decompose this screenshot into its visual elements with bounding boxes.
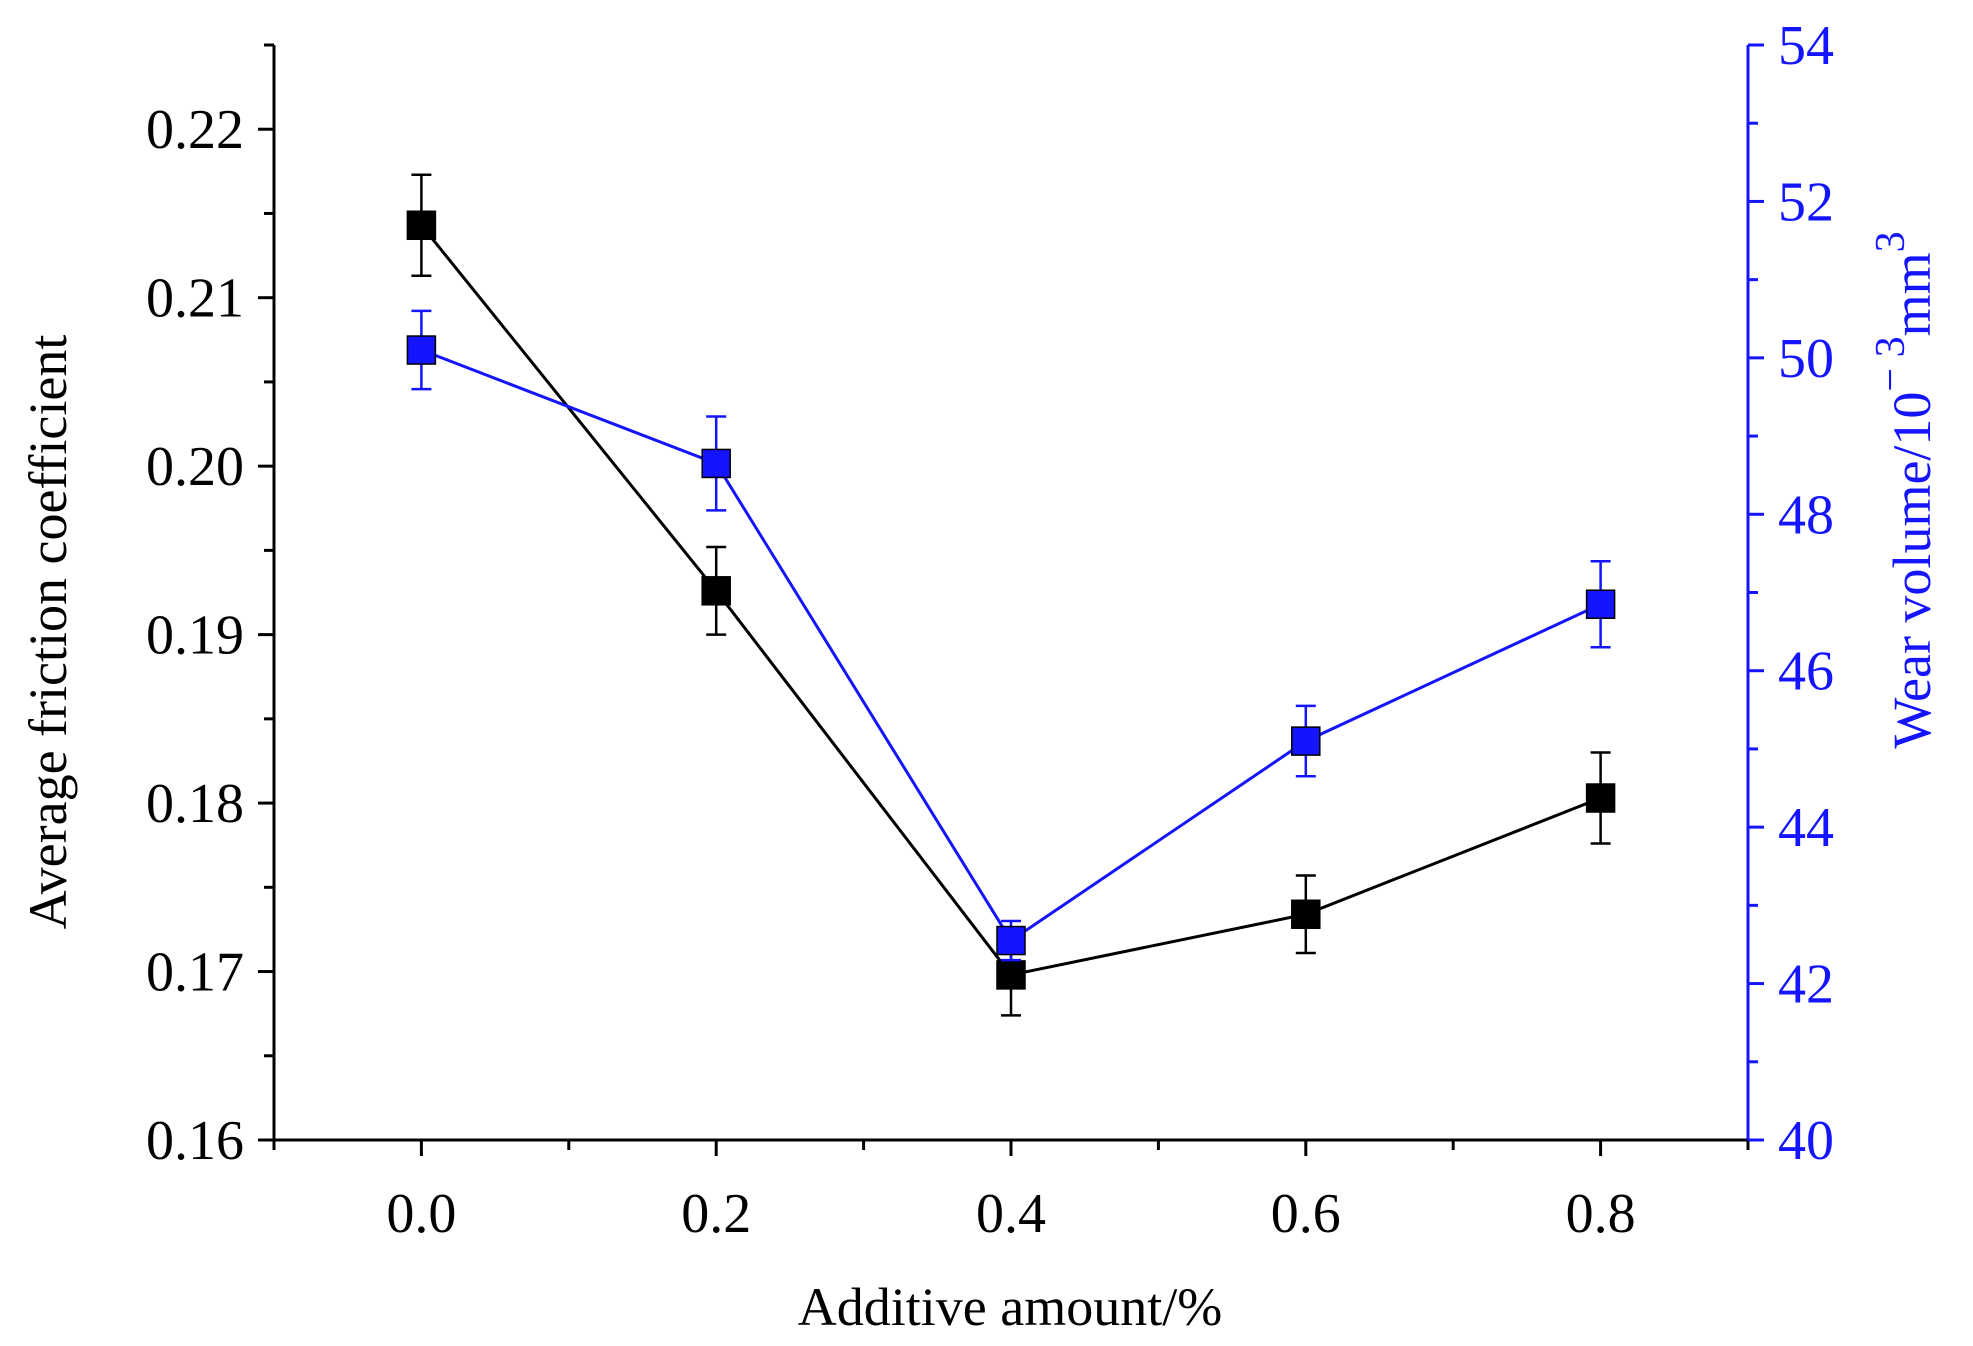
y-left-tick-label: 0.22 bbox=[146, 99, 244, 161]
y-axis-right-title-unit: mm bbox=[1882, 252, 1942, 336]
x-tick-label: 0.8 bbox=[1566, 1183, 1636, 1245]
x-axis-title: Additive amount/% bbox=[798, 1277, 1222, 1337]
y-left-tick-label: 0.18 bbox=[146, 773, 244, 835]
wear-volume-marker bbox=[701, 448, 731, 479]
y-right-tick-label: 42 bbox=[1778, 954, 1834, 1016]
y-right-tick-label: 40 bbox=[1778, 1110, 1834, 1172]
wear-volume-marker bbox=[1585, 589, 1616, 619]
y-right-tick-label: 44 bbox=[1778, 797, 1834, 859]
friction-marker bbox=[996, 960, 1026, 990]
y-right-tick-label: 46 bbox=[1778, 641, 1834, 703]
y-axis-right-title-base: Wear volume/10 bbox=[1882, 392, 1942, 749]
wear-volume-marker bbox=[406, 335, 437, 365]
x-tick-label: 0.2 bbox=[681, 1183, 751, 1245]
friction-marker bbox=[1585, 783, 1616, 813]
y-left-tick-label: 0.19 bbox=[146, 605, 244, 667]
y-right-tick-label: 50 bbox=[1778, 328, 1834, 390]
y-left-tick-label: 0.17 bbox=[146, 942, 244, 1004]
friction-line bbox=[420, 224, 1602, 977]
y-left-tick-label: 0.20 bbox=[146, 436, 244, 498]
y-axis-right-title-exponent: − 3 bbox=[1868, 336, 1914, 391]
wear-volume-line bbox=[420, 348, 1602, 943]
wear-volume-marker bbox=[996, 925, 1026, 956]
friction-marker bbox=[406, 210, 437, 241]
y-left-tick-label: 0.21 bbox=[146, 268, 244, 330]
friction-marker bbox=[1291, 899, 1321, 930]
x-tick-label: 0.4 bbox=[976, 1183, 1046, 1245]
y-left-tick-label: 0.16 bbox=[146, 1110, 244, 1172]
y-right-tick-label: 52 bbox=[1778, 171, 1834, 233]
x-tick-label: 0.0 bbox=[386, 1183, 456, 1245]
friction-marker bbox=[701, 576, 731, 606]
x-tick-label: 0.6 bbox=[1271, 1183, 1341, 1245]
y-right-tick-label: 48 bbox=[1778, 484, 1834, 546]
y-right-tick-label: 54 bbox=[1778, 15, 1834, 77]
y-axis-right-title-unit-exponent: 3 bbox=[1868, 231, 1914, 252]
y-axis-right-title: Wear volume/10− 3mm3 bbox=[1868, 231, 1942, 748]
y-axis-left-title: Average friction coefficient bbox=[18, 335, 78, 930]
wear-volume-marker bbox=[1291, 726, 1321, 756]
